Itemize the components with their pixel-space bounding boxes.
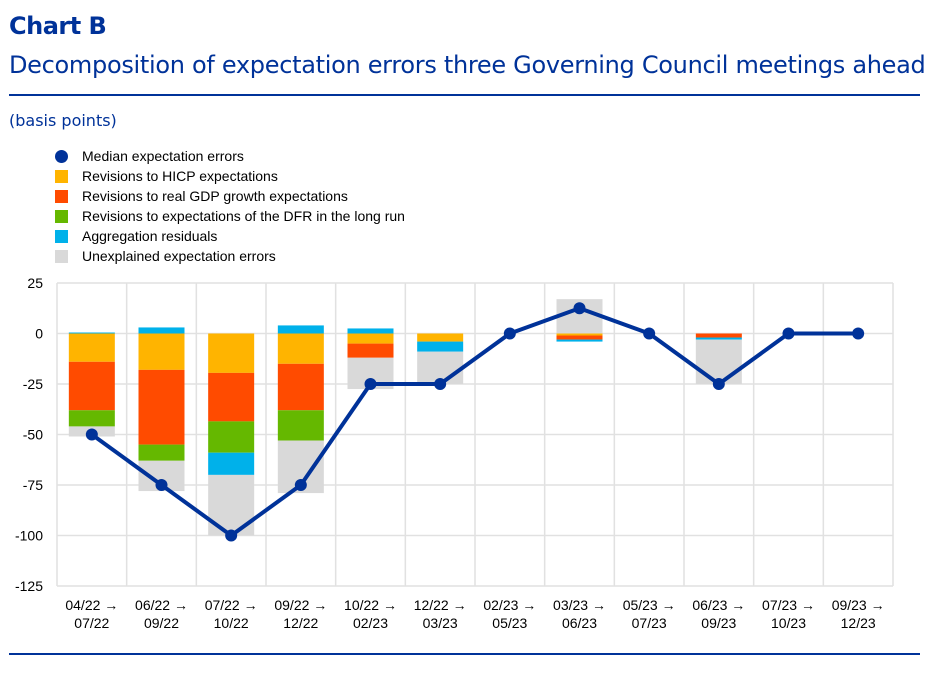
bar-gdp: [347, 343, 394, 358]
bar-hicp: [277, 333, 324, 364]
median-point: [434, 378, 447, 390]
legend-label: Revisions to expectations of the DFR in …: [82, 208, 405, 224]
y-tick-label: 0: [35, 326, 43, 342]
x-tick-label: 02/23 → 05/23: [483, 597, 536, 631]
x-tick-label: 07/22 → 10/22: [205, 597, 258, 631]
bar-unexplained: [695, 339, 742, 384]
title-divider: [9, 94, 920, 96]
bar-hicp: [68, 333, 115, 362]
bar-gdp: [556, 335, 603, 340]
x-tick-label: 06/23 → 09/23: [692, 597, 745, 631]
y-tick-label: -125: [15, 578, 43, 594]
bar-agg: [68, 332, 115, 334]
legend-item-hicp: Revisions to HICP expectations: [55, 166, 405, 186]
x-tick-label: 06/22 → 09/22: [135, 597, 188, 631]
bar-hicp: [138, 333, 185, 370]
bar-unexplained: [208, 474, 255, 536]
y-tick-label: -75: [23, 477, 43, 493]
y-tick-label: 25: [27, 275, 43, 291]
legend-swatch-gdp: [55, 189, 68, 203]
bar-agg: [417, 341, 464, 352]
bar-gdp: [277, 363, 324, 411]
chart-title: Decomposition of expectation errors thre…: [9, 51, 926, 79]
bar-agg: [208, 452, 255, 475]
x-tick-label: 12/22 → 03/23: [414, 597, 467, 631]
median-point: [225, 529, 238, 542]
bar-agg: [695, 337, 742, 340]
bar-agg: [277, 325, 324, 334]
bar-agg: [556, 339, 603, 342]
legend-label: Median expectation errors: [82, 148, 244, 164]
y-tick-label: -25: [23, 376, 43, 392]
unit-label: (basis points): [9, 111, 117, 130]
bar-agg: [347, 328, 394, 334]
legend-label: Unexplained expectation errors: [82, 248, 276, 264]
legend-swatch-unexplained: [55, 249, 68, 263]
legend-label: Revisions to real GDP growth expectation…: [82, 188, 348, 204]
median-point: [782, 327, 795, 340]
median-point: [85, 428, 98, 441]
bottom-divider: [9, 653, 920, 655]
legend-label: Revisions to HICP expectations: [82, 168, 278, 184]
median-line: [90, 306, 859, 538]
bar-hicp: [417, 333, 464, 342]
legend-item-agg: Aggregation residuals: [55, 226, 405, 246]
x-tick-label: 03/23 → 06/23: [553, 597, 606, 631]
x-tick-label: 09/22 → 12/22: [274, 597, 327, 631]
median-point: [573, 302, 586, 315]
legend-item-gdp: Revisions to real GDP growth expectation…: [55, 186, 405, 206]
x-tick-label: 05/23 → 07/23: [623, 597, 676, 631]
y-tick-label: -50: [23, 427, 43, 443]
median-point: [503, 327, 516, 340]
legend: Median expectation errors Revisions to H…: [55, 146, 405, 266]
legend-swatch-agg: [55, 229, 68, 243]
legend-swatch-hicp: [55, 169, 68, 183]
bar-agg: [138, 327, 185, 334]
legend-item-dfr: Revisions to expectations of the DFR in …: [55, 206, 405, 226]
x-tick-label: 10/22 → 02/23: [344, 597, 397, 631]
median-point: [155, 479, 168, 491]
bar-dfr: [277, 410, 324, 441]
bar-dfr: [68, 410, 115, 427]
bar-gdp: [138, 369, 185, 445]
legend-swatch-median: [55, 149, 68, 163]
bar-gdp: [695, 333, 742, 338]
bar-dfr: [138, 444, 185, 461]
x-tick-label: 09/23 → 12/23: [832, 597, 885, 631]
chart-label: Chart B: [9, 12, 107, 40]
bar-hicp: [556, 333, 603, 336]
bar-hicp: [208, 333, 255, 373]
median-point: [712, 378, 725, 390]
x-tick-label: 04/22 → 07/22: [65, 597, 118, 631]
y-tick-label: -100: [15, 528, 43, 544]
median-point: [643, 327, 656, 340]
median-point: [364, 378, 377, 390]
legend-label: Aggregation residuals: [82, 228, 218, 244]
legend-swatch-dfr: [55, 209, 68, 223]
bar-gdp: [68, 361, 115, 411]
bar-hicp: [347, 333, 394, 344]
median-point: [294, 479, 307, 491]
bar-gdp: [208, 372, 255, 422]
legend-item-median: Median expectation errors: [55, 146, 405, 166]
x-tick-label: 07/23 → 10/23: [762, 597, 815, 631]
legend-item-unexplained: Unexplained expectation errors: [55, 246, 405, 266]
bar-dfr: [208, 421, 255, 453]
median-point: [852, 327, 865, 340]
